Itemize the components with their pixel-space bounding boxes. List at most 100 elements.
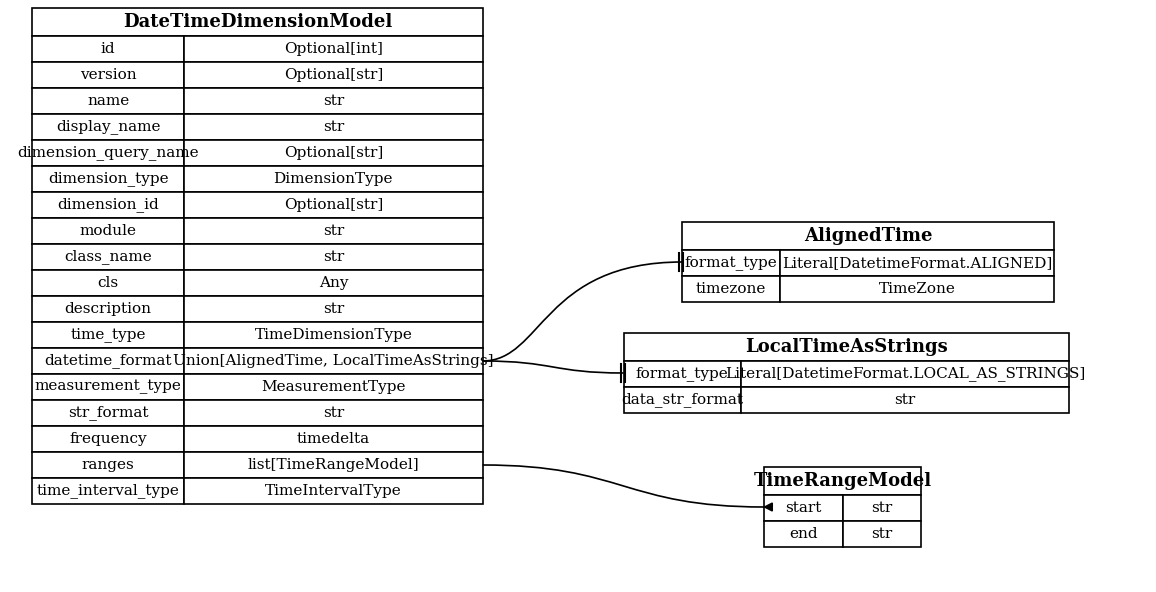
Text: description: description [65, 302, 151, 316]
Text: str: str [323, 302, 344, 316]
Text: data_str_format: data_str_format [621, 392, 743, 407]
Bar [764, 521, 843, 547]
Text: ranges: ranges [82, 458, 134, 472]
Text: TimeDimensionType: TimeDimensionType [254, 328, 413, 342]
Text: version: version [80, 68, 136, 82]
Bar [32, 426, 184, 452]
Text: start: start [785, 501, 822, 515]
Text: name: name [87, 94, 129, 108]
Text: Optional[str]: Optional[str] [283, 146, 383, 160]
Bar [184, 88, 482, 114]
Text: format_type: format_type [636, 366, 728, 381]
Text: datetime_format: datetime_format [44, 353, 172, 368]
Bar [32, 296, 184, 322]
Text: Any: Any [319, 276, 348, 290]
Bar [184, 348, 482, 374]
Bar [682, 250, 780, 276]
Text: TimeZone: TimeZone [879, 282, 956, 296]
Text: MeasurementType: MeasurementType [261, 380, 406, 394]
Bar [184, 374, 482, 400]
Text: end: end [790, 527, 818, 541]
Text: time_type: time_type [71, 327, 146, 342]
Bar [32, 348, 184, 374]
Text: class_name: class_name [65, 250, 153, 265]
Text: str: str [872, 501, 892, 515]
Text: id: id [101, 42, 116, 56]
Text: dimension_type: dimension_type [47, 172, 169, 186]
Text: Optional[str]: Optional[str] [283, 198, 383, 212]
Bar [32, 400, 184, 426]
Text: str: str [323, 406, 344, 420]
Text: str: str [872, 527, 892, 541]
Polygon shape [764, 503, 772, 511]
Bar [184, 452, 482, 478]
Bar [780, 250, 1054, 276]
Text: TimeRangeModel: TimeRangeModel [754, 472, 932, 490]
Bar [184, 192, 482, 218]
Text: str_format: str_format [68, 406, 148, 420]
Bar [623, 387, 741, 413]
Bar [623, 361, 741, 387]
Bar [184, 114, 482, 140]
Bar [32, 218, 184, 244]
Bar [682, 276, 780, 302]
Bar [184, 296, 482, 322]
Bar [184, 36, 482, 62]
Bar [32, 140, 184, 166]
Bar [184, 166, 482, 192]
Text: Literal[DatetimeFormat.LOCAL_AS_STRINGS]: Literal[DatetimeFormat.LOCAL_AS_STRINGS] [725, 366, 1085, 381]
Bar [32, 478, 184, 504]
Bar [741, 387, 1069, 413]
Bar [32, 36, 184, 62]
Text: TimeIntervalType: TimeIntervalType [265, 484, 402, 498]
Bar [32, 322, 184, 348]
Bar [184, 218, 482, 244]
Bar [184, 426, 482, 452]
Text: str: str [323, 224, 344, 238]
Bar [184, 140, 482, 166]
Text: str: str [323, 94, 344, 108]
Text: dimension_id: dimension_id [58, 198, 160, 213]
Bar [184, 244, 482, 270]
Bar [32, 374, 184, 400]
Bar [843, 495, 921, 521]
Text: measurement_type: measurement_type [35, 380, 181, 394]
Text: str: str [895, 393, 916, 407]
Bar [32, 270, 184, 296]
Text: Optional[int]: Optional[int] [284, 42, 383, 56]
Text: module: module [80, 224, 136, 238]
Text: Literal[DatetimeFormat.ALIGNED]: Literal[DatetimeFormat.ALIGNED] [783, 256, 1052, 270]
Bar [682, 222, 1054, 250]
Text: timedelta: timedelta [297, 432, 370, 446]
Text: timezone: timezone [696, 282, 766, 296]
Text: cls: cls [97, 276, 119, 290]
Bar [32, 62, 184, 88]
Text: list[TimeRangeModel]: list[TimeRangeModel] [247, 458, 420, 472]
Bar [764, 467, 921, 495]
Bar [184, 62, 482, 88]
Text: AlignedTime: AlignedTime [803, 227, 933, 245]
Text: str: str [323, 120, 344, 134]
Bar [623, 333, 1069, 361]
Text: LocalTimeAsStrings: LocalTimeAsStrings [744, 338, 948, 356]
Bar [780, 276, 1054, 302]
Text: dimension_query_name: dimension_query_name [17, 146, 199, 160]
Text: frequency: frequency [69, 432, 147, 446]
Text: DimensionType: DimensionType [274, 172, 393, 186]
Text: time_interval_type: time_interval_type [37, 484, 179, 498]
Text: Union[AlignedTime, LocalTimeAsStrings]: Union[AlignedTime, LocalTimeAsStrings] [173, 354, 494, 368]
Bar [32, 88, 184, 114]
Bar [32, 192, 184, 218]
Bar [184, 322, 482, 348]
Bar [184, 478, 482, 504]
Bar [32, 452, 184, 478]
Bar [32, 244, 184, 270]
Text: Optional[str]: Optional[str] [283, 68, 383, 82]
Bar [741, 361, 1069, 387]
Bar [32, 166, 184, 192]
Bar [32, 114, 184, 140]
Bar [32, 8, 482, 36]
Bar [764, 495, 843, 521]
Text: format_type: format_type [684, 256, 778, 271]
Text: display_name: display_name [55, 120, 161, 134]
